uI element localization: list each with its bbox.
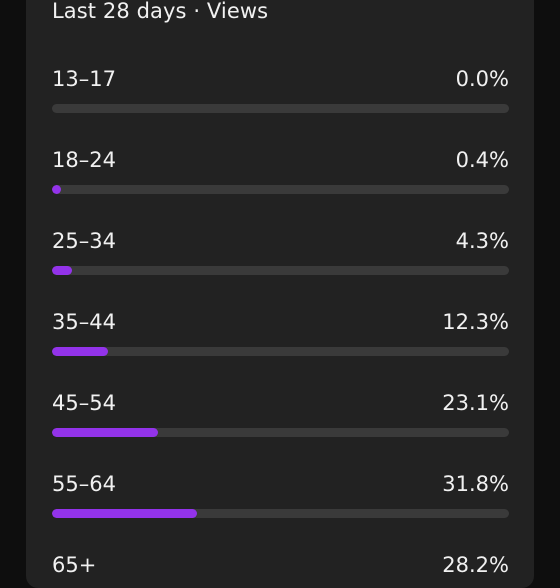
age-label: 25–34 [52,229,116,253]
age-row-18-24: 18–24 0.4% [52,148,509,208]
age-row-25-34: 25–34 4.3% [52,229,509,289]
age-percent-value: 4.3% [455,229,509,253]
age-percent-value: 12.3% [442,310,509,334]
progress-track [52,185,509,194]
progress-fill [52,347,108,356]
age-row-13-17: 13–17 0.0% [52,67,509,127]
progress-track [52,428,509,437]
age-breakdown-card: Last 28 days · Views 13–17 0.0% 18–24 0.… [26,0,534,588]
age-row-55-64: 55–64 31.8% [52,472,509,532]
progress-track [52,347,509,356]
progress-track [52,509,509,518]
age-label: 13–17 [52,67,116,91]
progress-fill [52,185,61,194]
age-percent-value: 31.8% [442,472,509,496]
age-label: 18–24 [52,148,116,172]
age-row-35-44: 35–44 12.3% [52,310,509,370]
age-percent-value: 28.2% [442,553,509,577]
age-percent-value: 23.1% [442,391,509,415]
age-label: 65+ [52,553,97,577]
age-row-45-54: 45–54 23.1% [52,391,509,451]
progress-fill [52,266,72,275]
progress-track [52,104,509,113]
age-percent-value: 0.4% [455,148,509,172]
age-label: 45–54 [52,391,116,415]
age-percent-value: 0.0% [455,67,509,91]
progress-fill [52,428,158,437]
age-row-65-plus: 65+ 28.2% [52,553,509,588]
age-label: 35–44 [52,310,116,334]
progress-fill [52,509,197,518]
card-subtitle: Last 28 days · Views [52,0,269,23]
age-label: 55–64 [52,472,116,496]
progress-track [52,266,509,275]
